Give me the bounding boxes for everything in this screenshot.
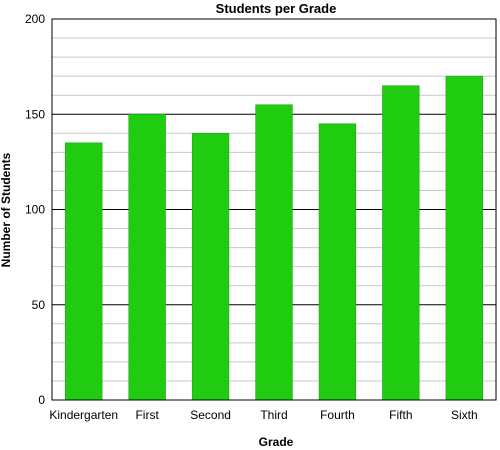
y-axis-title: Number of Students — [0, 152, 13, 267]
y-tick-label: 150 — [25, 107, 45, 121]
y-tick-label: 50 — [32, 298, 46, 312]
x-tick-label: Fifth — [389, 408, 412, 422]
y-tick-label: 100 — [25, 203, 45, 217]
chart-title: Students per Grade — [216, 1, 337, 16]
bar-sixth — [445, 75, 483, 401]
x-tick-labels: Kindergarten First Second Third Fourth Fifth S… — [49, 408, 477, 422]
y-tick-label: 0 — [38, 393, 45, 407]
x-axis-title: Grade — [259, 435, 294, 449]
y-tick-label: 200 — [25, 12, 45, 26]
bar-first — [128, 114, 166, 401]
bar-second — [191, 133, 230, 401]
x-tick-label: Third — [260, 408, 287, 422]
bar-fifth — [382, 85, 420, 401]
x-tick-label: Second — [190, 408, 231, 422]
y-tick-labels: 0 50 100 150 200 — [25, 12, 45, 407]
bar-kindergarten — [65, 142, 103, 401]
bars — [65, 75, 483, 401]
bar-third — [255, 104, 293, 401]
x-tick-label: First — [135, 408, 159, 422]
x-tick-label: Sixth — [451, 408, 478, 422]
x-tick-label: Fourth — [320, 408, 355, 422]
bar-fourth — [318, 123, 357, 401]
plot-frame — [51, 18, 497, 401]
x-tick-label: Kindergarten — [49, 408, 118, 422]
